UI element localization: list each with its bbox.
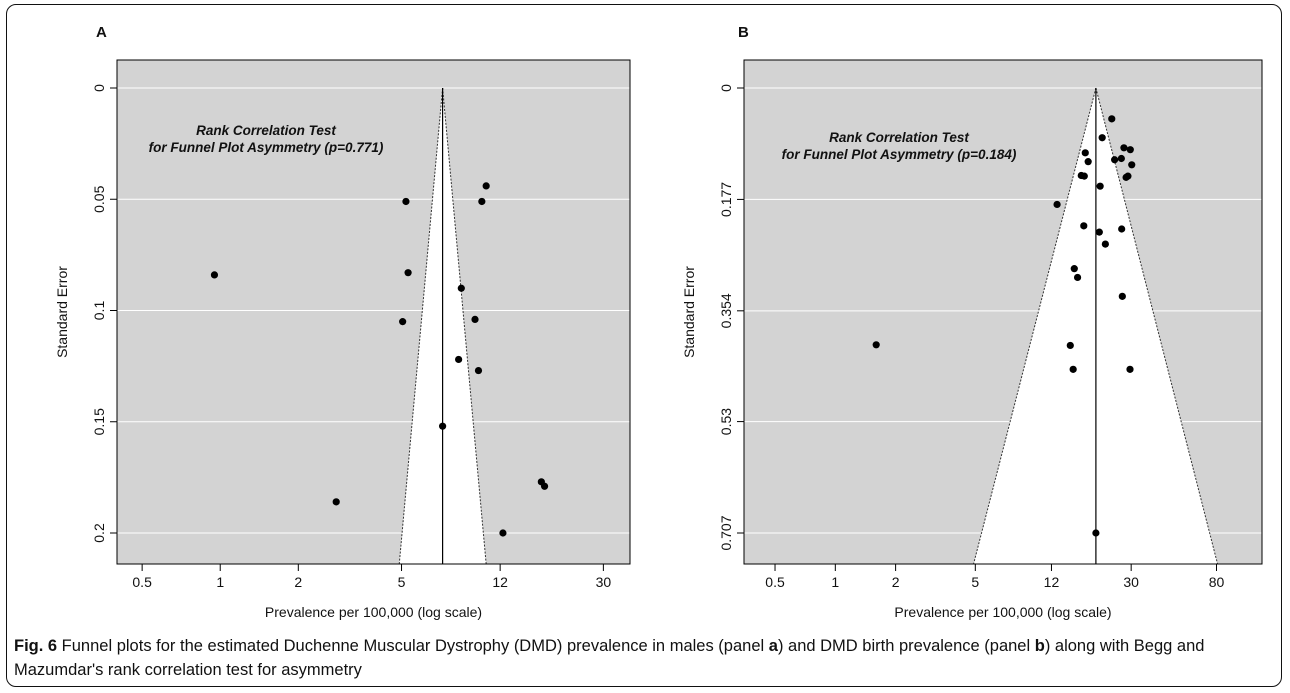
- y-tick-label: 0.05: [91, 185, 107, 212]
- plot-border: [116, 59, 631, 565]
- data-point: [1053, 200, 1061, 209]
- y-axis-label: Standard Error: [54, 266, 70, 358]
- data-point: [402, 197, 410, 206]
- plot-background: [117, 60, 630, 564]
- data-point: [1101, 240, 1109, 248]
- x-tick-label: 5: [398, 574, 406, 590]
- data-point: [1120, 144, 1128, 152]
- x-tick-label: 5: [971, 574, 979, 590]
- data-point: [1073, 273, 1082, 282]
- y-tick-label: 0.1: [91, 301, 107, 321]
- data-point: [1066, 341, 1074, 350]
- data-point: [1095, 228, 1103, 236]
- data-point: [404, 269, 412, 277]
- y-tick-label: 0.354: [718, 293, 734, 328]
- panel-b: 0.5 1 2 5 12 30 8000.1770.3540.530.707Prevalen…: [681, 24, 1263, 620]
- data-point: [1118, 292, 1126, 300]
- data-point: [471, 315, 479, 323]
- panel-label: B: [738, 24, 749, 41]
- x-tick-label: 2: [294, 574, 302, 590]
- y-tick-label: 0.53: [718, 408, 734, 435]
- data-point: [482, 182, 490, 190]
- x-axis-label: Prevalence per 100,000 (log scale): [894, 604, 1111, 620]
- x-tick-label: 2: [892, 574, 900, 590]
- plot-border: [743, 59, 1263, 565]
- data-point: [1081, 149, 1089, 157]
- data-point: [1080, 222, 1088, 230]
- data-point: [1124, 172, 1132, 180]
- data-point: [499, 529, 507, 537]
- figure-frame: [6, 4, 1282, 687]
- funnel-left-edge: [398, 87, 444, 565]
- caption-part-1: a: [768, 637, 778, 655]
- data-point: [1111, 156, 1119, 164]
- panel-label: A: [96, 24, 107, 41]
- caption-text: Funnel plots for the estimated Duchenne …: [14, 637, 1204, 679]
- data-point: [1117, 154, 1125, 163]
- data-point: [1108, 115, 1116, 123]
- x-tick-label: 0.5: [132, 574, 152, 590]
- figure-caption: Fig. 6 Funnel plots for the estimated Du…: [14, 634, 1270, 682]
- annotation-line: for Funnel Plot Asymmetry (p=0.771): [149, 140, 384, 155]
- data-point: [872, 341, 880, 349]
- data-point: [455, 355, 463, 364]
- y-axis-label: Standard Error: [681, 266, 697, 358]
- data-point: [478, 197, 486, 206]
- caption-label: Fig. 6: [14, 637, 58, 655]
- caption-part-2: ) and DMD birth prevalence (panel: [777, 637, 1035, 655]
- data-point: [1084, 158, 1092, 166]
- x-tick-label: 12: [492, 574, 508, 590]
- data-point: [439, 422, 447, 430]
- annotation-line: Rank Correlation Test: [196, 123, 336, 138]
- data-point: [1096, 182, 1104, 190]
- x-axis-label: Prevalence per 100,000 (log scale): [265, 604, 482, 620]
- data-point: [399, 318, 407, 326]
- data-point: [1118, 225, 1126, 233]
- data-point: [210, 271, 219, 279]
- x-tick-label: 0.5: [765, 574, 785, 590]
- data-point: [1098, 134, 1106, 142]
- data-point: [1128, 161, 1136, 169]
- data-point: [1126, 146, 1134, 154]
- x-tick-label: 80: [1209, 574, 1225, 590]
- x-tick-label: 30: [1123, 574, 1139, 590]
- data-point: [540, 482, 549, 490]
- y-tick-label: 0.707: [718, 515, 734, 550]
- caption-part-0: Funnel plots for the estimated Duchenne …: [57, 637, 769, 655]
- x-tick-label: 30: [596, 574, 612, 590]
- y-tick-label: 0: [91, 84, 107, 92]
- data-point: [1092, 529, 1100, 537]
- funnel-right-edge: [442, 87, 487, 565]
- y-tick-label: 0.177: [718, 182, 734, 217]
- caption-part-3: b: [1034, 637, 1045, 655]
- funnel-left-edge: [973, 87, 1097, 565]
- data-point: [332, 498, 340, 506]
- y-tick-label: 0.15: [91, 408, 107, 435]
- caption-part-4: ) along with Begg and Mazumdar's rank co…: [14, 637, 1205, 679]
- data-point: [1070, 265, 1078, 273]
- data-point: [1126, 365, 1134, 373]
- data-point: [1069, 365, 1077, 373]
- funnel-right-edge: [1095, 87, 1219, 565]
- data-point: [474, 366, 483, 375]
- data-point: [457, 284, 465, 292]
- y-tick-label: 0: [718, 84, 734, 92]
- x-tick-label: 12: [1044, 574, 1060, 590]
- annotation-line: Rank Correlation Test: [829, 130, 969, 145]
- data-point: [1080, 172, 1088, 180]
- x-tick-label: 1: [216, 574, 224, 590]
- y-tick-label: 0.2: [91, 523, 107, 543]
- x-tick-label: 1: [831, 574, 839, 590]
- annotation-line: for Funnel Plot Asymmetry (p=0.184): [782, 147, 1017, 162]
